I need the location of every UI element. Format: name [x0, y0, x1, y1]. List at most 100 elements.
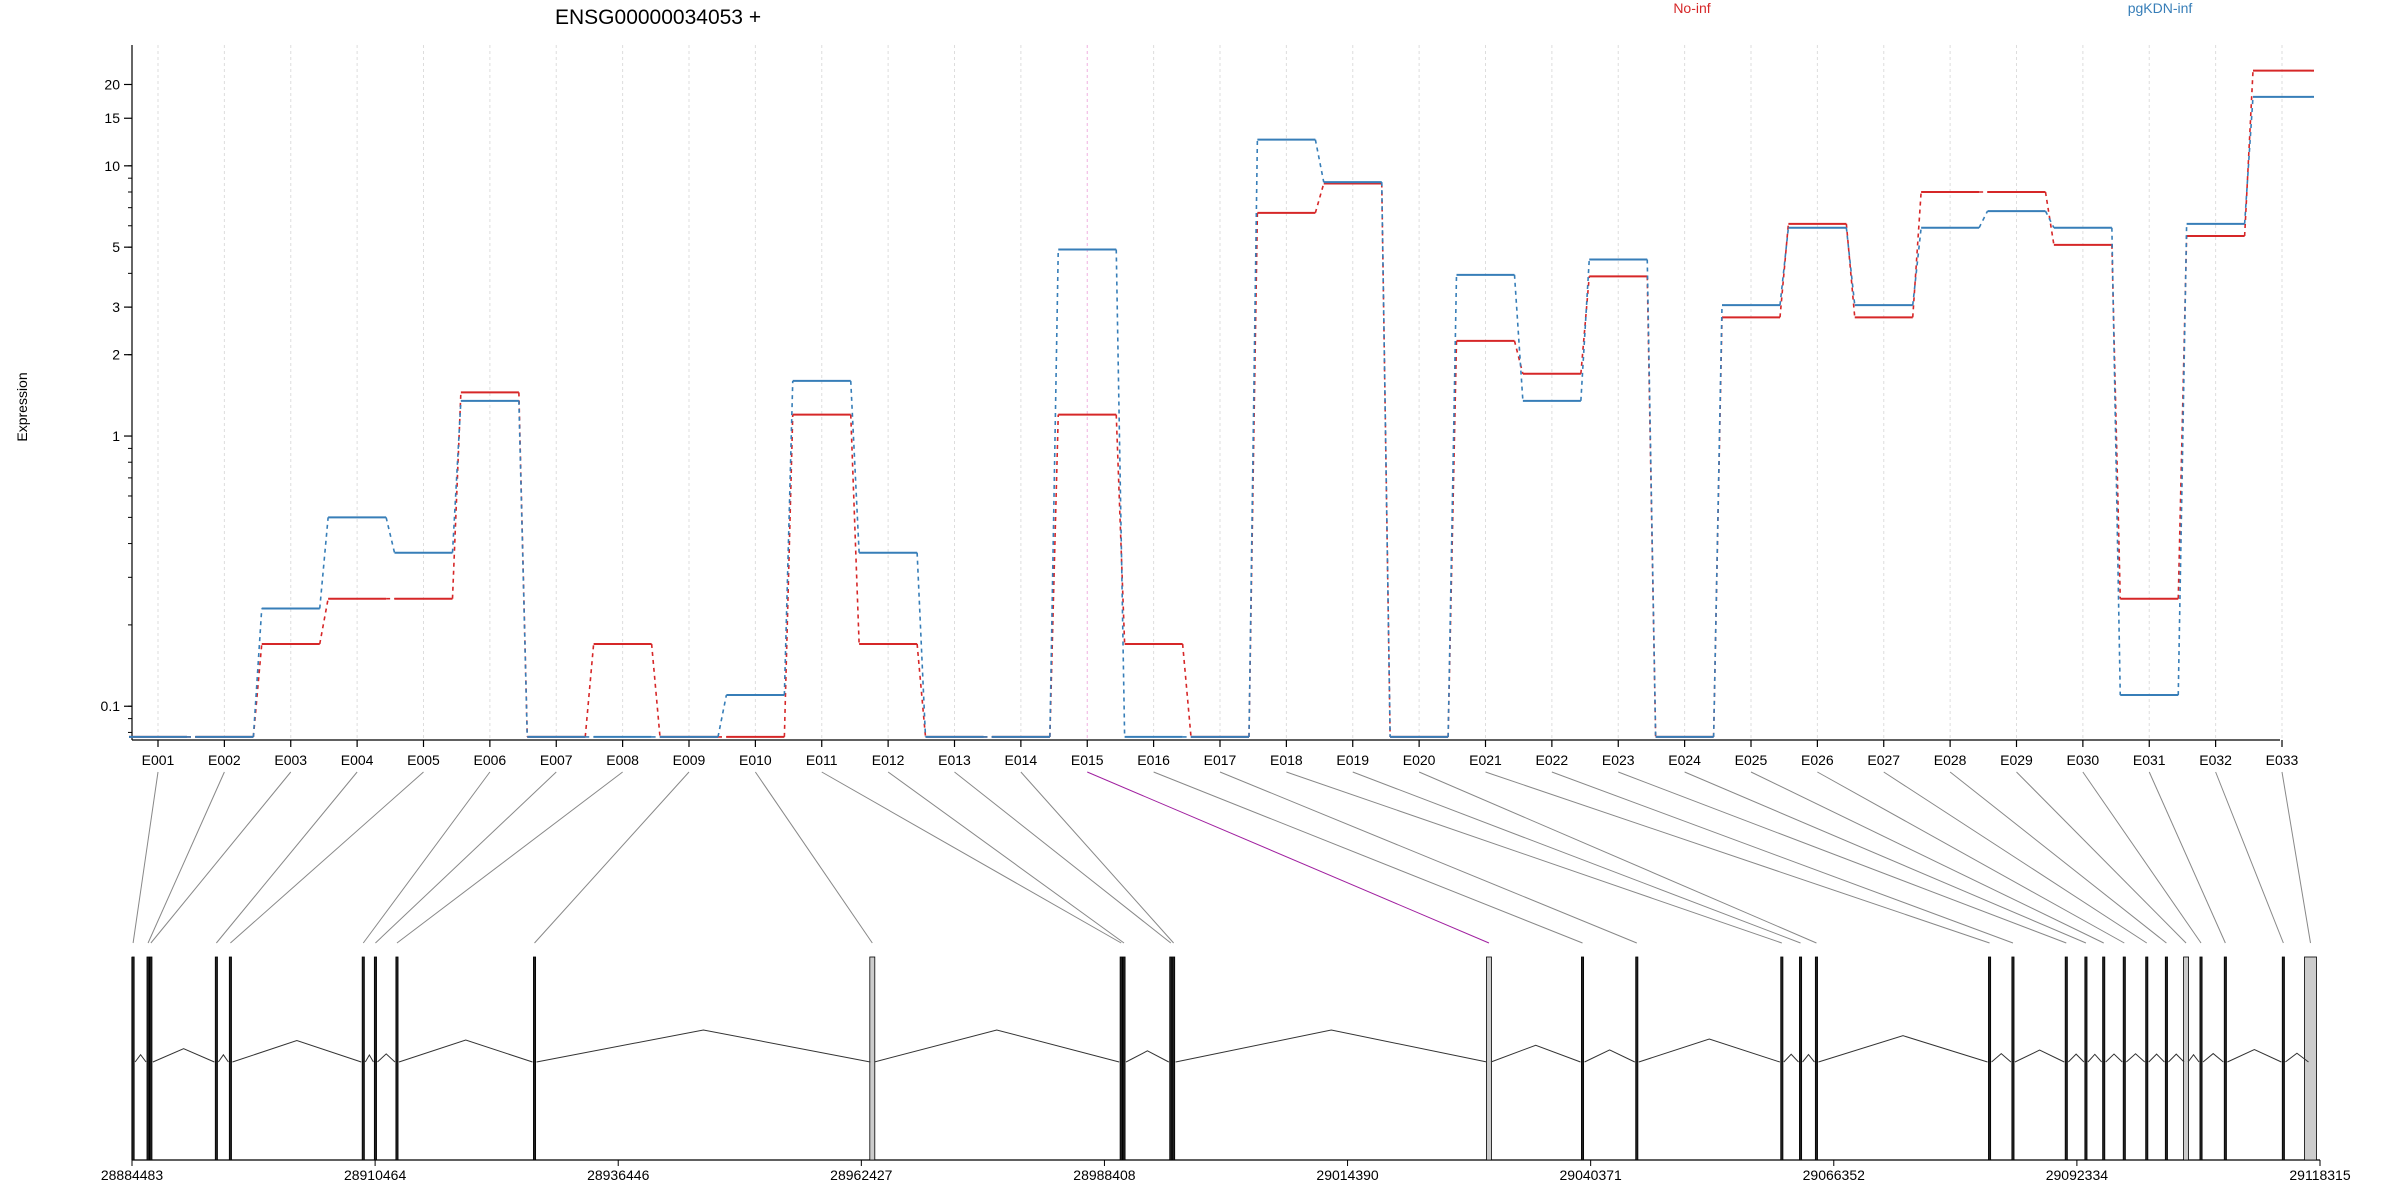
coord-label: 28962427	[830, 1167, 893, 1183]
exon-label-E011: E011	[806, 752, 838, 768]
series-transition	[1314, 183, 1325, 214]
exon-label-E024: E024	[1668, 752, 1701, 768]
exon-box-E023	[2064, 956, 2068, 1161]
y-tick-label: 10	[104, 158, 120, 174]
series-lines	[129, 69, 2314, 738]
series-transition	[1447, 274, 1458, 737]
connector-E024	[1684, 771, 2087, 944]
connector-E004	[215, 771, 358, 944]
series-transition	[2243, 96, 2254, 224]
y-tick-label: 2	[112, 347, 120, 363]
exon-label-E001: E001	[142, 752, 175, 768]
intron-chevron	[1802, 1053, 1815, 1063]
coord-label: 28884483	[101, 1167, 164, 1183]
series-transition	[1181, 643, 1192, 737]
connector-E031	[2148, 771, 2226, 944]
intron-chevron	[377, 1053, 396, 1063]
exon-label-E008: E008	[606, 752, 639, 768]
exon-box-E017	[1635, 956, 1639, 1161]
intron-chevron	[398, 1039, 533, 1063]
exon-label-E027: E027	[1867, 752, 1900, 768]
connector-E032	[2215, 771, 2284, 944]
exon-label-E005: E005	[407, 752, 440, 768]
series-0	[129, 69, 2314, 738]
exon-box-E024	[2084, 956, 2088, 1161]
connector-E008	[396, 771, 623, 944]
exon-box-E003	[149, 956, 153, 1161]
series-transition	[1380, 182, 1391, 737]
series-transition	[650, 643, 661, 737]
series-transition	[2111, 227, 2122, 696]
exon-box-E008	[395, 956, 399, 1161]
legend-entry-0: No-inf	[1673, 0, 1710, 16]
series-transition	[252, 643, 263, 737]
series-1	[129, 95, 2314, 738]
exon-label-E028: E028	[1934, 752, 1967, 768]
series-transition	[783, 380, 794, 696]
exon-label-E029: E029	[2000, 752, 2033, 768]
intron-chevron	[1818, 1035, 1988, 1063]
connector-E020	[1418, 771, 1817, 944]
exon-label-E014: E014	[1005, 752, 1038, 768]
exon-box-E018	[1780, 956, 1784, 1161]
series-transition	[1115, 414, 1126, 645]
connector-E015	[1087, 771, 1490, 944]
exon-box-E001	[131, 956, 135, 1161]
exon-box-E031	[2223, 956, 2227, 1161]
intron-chevron	[2168, 1053, 2185, 1063]
exon-box-E004	[214, 956, 218, 1161]
series-transition	[1248, 212, 1259, 737]
series-transition	[2044, 210, 2055, 229]
connector-E022	[1551, 771, 2014, 944]
connector-E025	[1750, 771, 2104, 944]
intron-chevron	[1125, 1050, 1170, 1063]
exon-label-E007: E007	[540, 752, 573, 768]
y-tick-label: 3	[112, 299, 120, 315]
y-tick-label: 1	[112, 428, 120, 444]
y-axis-label: Expression	[14, 372, 30, 441]
intron-chevron	[232, 1040, 362, 1063]
exon-box-E022	[2011, 956, 2015, 1161]
exon-label-E021: E021	[1469, 752, 1502, 768]
series-transition	[2243, 70, 2254, 237]
series-transition	[916, 552, 927, 737]
coord-label: 28910464	[344, 1167, 407, 1183]
exon-box-E028	[2164, 956, 2168, 1161]
connector-E014	[1020, 771, 1174, 944]
connector-E033	[2281, 771, 2311, 944]
exon-box-E020	[1814, 956, 1818, 1161]
series-transition	[1380, 183, 1391, 737]
intron-chevron	[2125, 1053, 2146, 1063]
series-transition	[385, 517, 396, 553]
series-transition	[1115, 249, 1126, 737]
exon-label-E030: E030	[2067, 752, 2100, 768]
connector-E012	[887, 771, 1125, 944]
intron-chevron	[2202, 1052, 2224, 1063]
intron-chevron	[2227, 1048, 2282, 1063]
exon-label-E018: E018	[1270, 752, 1303, 768]
connector-E026	[1817, 771, 2125, 944]
intron-chevron	[1490, 1044, 1581, 1063]
connector-E006	[362, 771, 491, 944]
exon-box-E013	[1169, 956, 1173, 1161]
exon-label-E019: E019	[1336, 752, 1369, 768]
y-tick-label: 5	[112, 239, 120, 255]
series-transition	[1911, 191, 1922, 318]
connector-E005	[230, 771, 424, 944]
intron-chevron	[152, 1048, 215, 1063]
exon-label-E006: E006	[474, 752, 507, 768]
intron-chevron	[217, 1053, 229, 1063]
series-transition	[1646, 259, 1657, 737]
connector-E030	[2082, 771, 2202, 944]
connector-E019	[1352, 771, 1801, 944]
intron-chevron	[1175, 1029, 1488, 1063]
series-transition	[849, 414, 860, 645]
exon-label-E016: E016	[1137, 752, 1170, 768]
exon-label-E026: E026	[1801, 752, 1834, 768]
exon-box-E021	[1988, 956, 1992, 1161]
series-transition	[451, 392, 462, 599]
series-transition	[318, 598, 329, 645]
exon-box-E026	[2122, 956, 2126, 1161]
intron-chevron	[2067, 1053, 2085, 1063]
connector-E021	[1485, 771, 1990, 944]
